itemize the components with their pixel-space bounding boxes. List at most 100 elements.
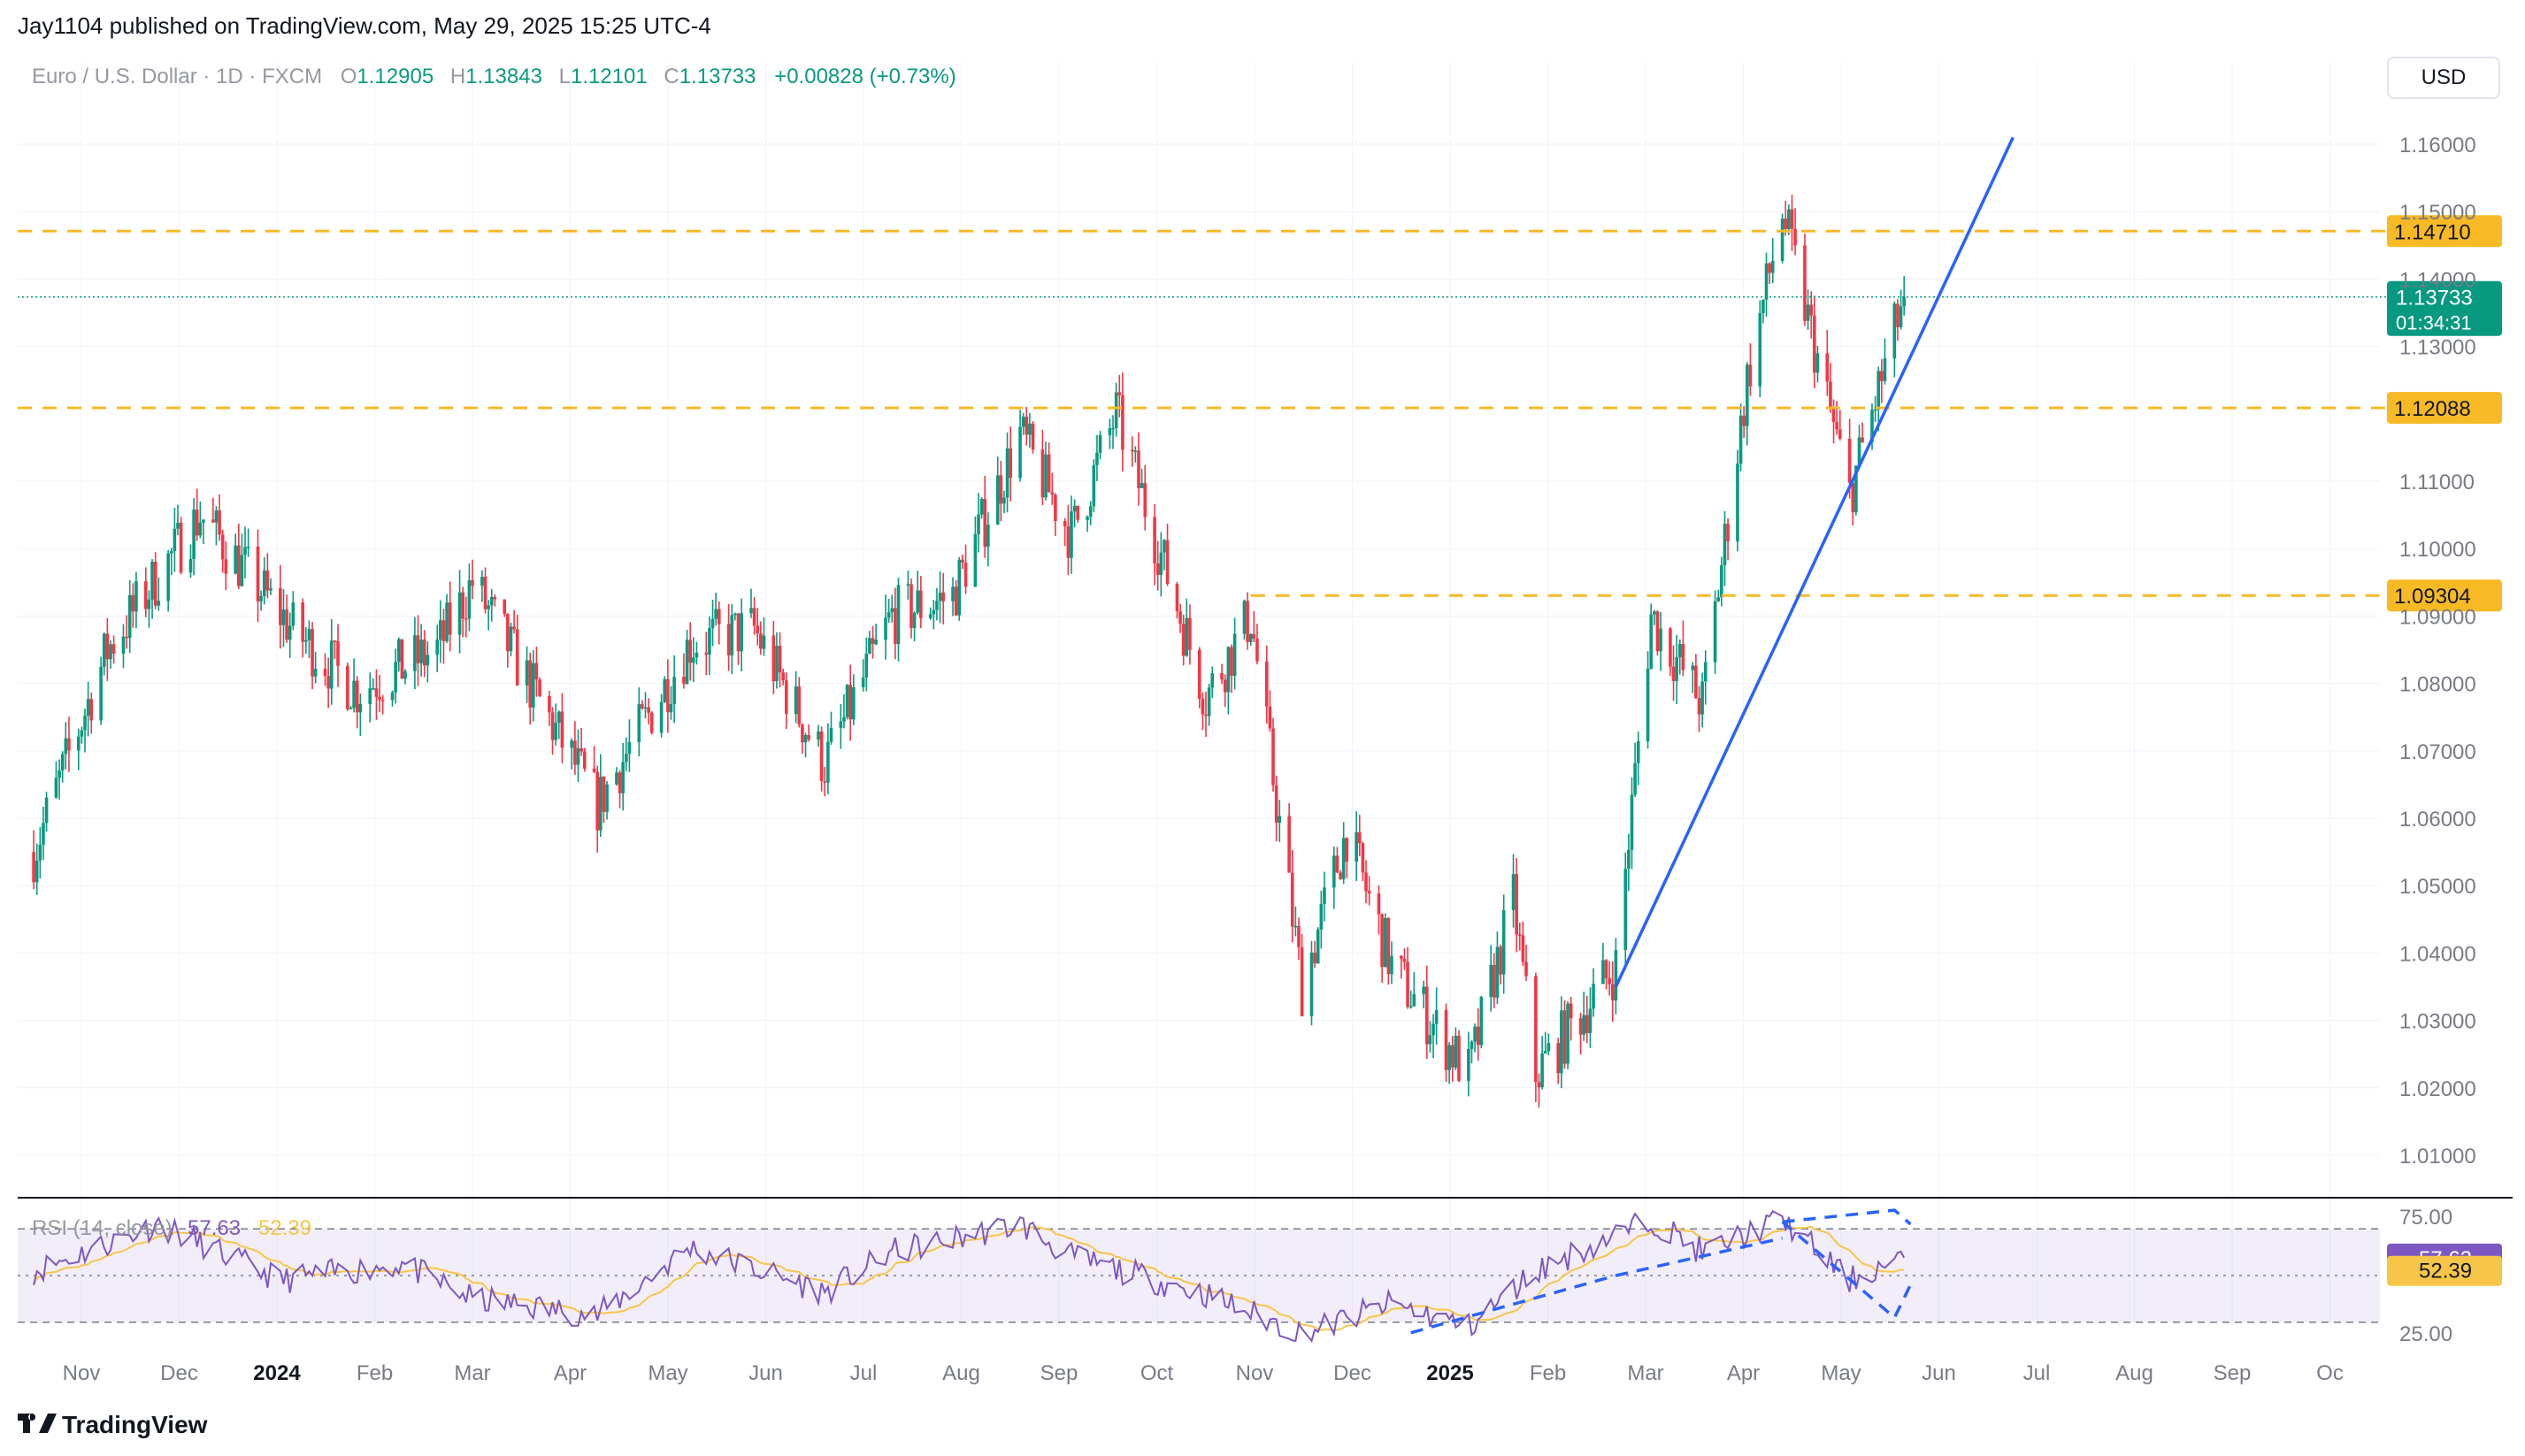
candle-body [1784, 218, 1788, 229]
candle-body [1835, 422, 1838, 430]
candle-body [346, 665, 349, 709]
candle-body [1655, 611, 1660, 652]
candle-body [1883, 358, 1887, 381]
candle-body [1185, 617, 1189, 656]
candle-body [400, 639, 404, 679]
candle-body [1540, 1053, 1544, 1088]
candle-body [842, 717, 846, 722]
price-tick-label: 1.03000 [2399, 1010, 2476, 1034]
candle-body [839, 721, 843, 728]
candle-body [954, 586, 958, 616]
candle-body [1031, 423, 1035, 450]
candle-body [803, 734, 808, 743]
candle-body [214, 510, 219, 523]
candle-body [829, 727, 833, 742]
candle-body [281, 609, 286, 625]
candle-body [378, 696, 381, 701]
candlestick-series [32, 195, 1906, 1108]
candle-body [464, 618, 468, 620]
time-tick-label: 2025 [1426, 1361, 1473, 1385]
candle-body [1534, 976, 1538, 1083]
candle-body [1697, 698, 1701, 715]
candle-body [1630, 794, 1634, 850]
candle-body [1633, 762, 1637, 795]
candle-body [1028, 423, 1032, 435]
candle-body [506, 613, 510, 652]
candle-body [323, 669, 327, 677]
candle-body [125, 636, 128, 639]
candle-body [269, 587, 272, 591]
candle-body [1095, 452, 1099, 465]
level-label-bg [2387, 579, 2502, 612]
candle-body [224, 559, 228, 574]
candle-body [1297, 925, 1301, 947]
candle-body [131, 594, 135, 612]
candle-body [291, 602, 295, 626]
close-value: 1.13733 [679, 65, 756, 88]
candle-body [89, 699, 94, 721]
candle-body [1072, 505, 1077, 512]
candle-body [150, 562, 154, 600]
candle-body [823, 781, 827, 783]
candle-body [886, 612, 891, 618]
time-tick-label: Oc [2316, 1361, 2344, 1385]
candle-body [710, 618, 715, 629]
candle-body [983, 499, 987, 548]
candle-body [64, 738, 68, 755]
candle-body [311, 629, 314, 677]
rsi-support-line [1410, 1274, 1616, 1335]
candle-body [570, 740, 574, 748]
candle-body [1098, 434, 1102, 453]
candle-body [1669, 628, 1672, 667]
last-price-label-bg [2387, 280, 2502, 336]
candle-body [1153, 517, 1156, 563]
rsi-legend-title: RSI (14, close) [32, 1216, 173, 1240]
candle-body [1088, 506, 1093, 517]
candle-body [262, 570, 266, 596]
candle-body [627, 741, 632, 755]
candle-body [368, 688, 372, 704]
candle-body [1025, 417, 1029, 435]
candle-body [1309, 952, 1314, 1016]
candle-body [1428, 1035, 1432, 1045]
time-tick-label: May [648, 1361, 687, 1385]
candle-body [1803, 245, 1807, 321]
candle-body [1610, 984, 1615, 1000]
candle-body [76, 736, 81, 751]
candle-body [890, 608, 894, 613]
candle-body [1108, 428, 1112, 435]
candle-body [1431, 1023, 1435, 1036]
currency-button[interactable]: USD [2387, 57, 2500, 99]
candle-body [467, 579, 472, 619]
candle-body [726, 624, 731, 655]
candle-body [1163, 540, 1166, 553]
candle-body [1434, 1009, 1439, 1024]
candle-body [1716, 597, 1721, 602]
candle-body [1086, 517, 1089, 520]
candle-body [778, 646, 782, 673]
candle-body [641, 704, 644, 709]
candle-body [688, 640, 692, 663]
candle-body [1764, 263, 1769, 300]
level-label-bg [2387, 392, 2502, 425]
candle-body [304, 640, 308, 642]
candle-body [861, 677, 865, 687]
candle-body [1002, 497, 1006, 504]
rsi-ma-label: 52.39 [2419, 1260, 2472, 1284]
candle-body [1248, 633, 1253, 642]
candle-body [1040, 449, 1045, 498]
candle-body [556, 711, 561, 724]
candle-body [80, 730, 84, 737]
candle-body [874, 640, 878, 645]
candle-body [220, 534, 225, 560]
candle-body [489, 596, 494, 606]
high-label: H [450, 65, 465, 88]
price-axis: 1.16000 1.15000 1.14000 1.13000 1.11000 1.100… [2399, 134, 2476, 1169]
time-tick-label: Dec [160, 1361, 198, 1385]
candle-body [1111, 427, 1115, 430]
candle-body [1390, 955, 1393, 975]
candle-body [582, 751, 587, 769]
candle-body [525, 660, 529, 686]
candle-body [448, 602, 452, 635]
